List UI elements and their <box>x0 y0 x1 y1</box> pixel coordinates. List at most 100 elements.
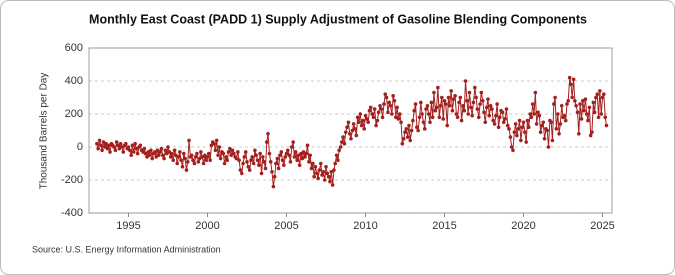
data-point <box>185 160 190 164</box>
data-point <box>229 153 234 158</box>
data-point <box>532 112 536 116</box>
data-point <box>271 184 276 189</box>
data-point <box>333 161 337 166</box>
data-point <box>458 95 463 100</box>
data-point <box>441 117 446 121</box>
data-point <box>541 120 546 125</box>
y-tick-label: 0 <box>77 141 83 153</box>
data-point <box>494 113 498 118</box>
data-point <box>196 160 201 164</box>
data-point <box>116 143 120 148</box>
data-point <box>505 123 510 128</box>
data-point <box>583 97 588 101</box>
data-point <box>408 138 413 143</box>
data-point <box>193 155 198 159</box>
data-point <box>353 127 357 131</box>
data-point <box>232 151 236 156</box>
data-point <box>588 133 593 138</box>
data-point <box>187 138 191 143</box>
x-tick-label: 2015 <box>432 220 456 232</box>
data-point <box>577 132 581 136</box>
data-point <box>470 113 474 118</box>
data-point <box>138 143 143 148</box>
data-point <box>274 161 278 166</box>
data-point <box>362 127 367 131</box>
data-point <box>261 155 265 159</box>
data-point <box>437 115 442 120</box>
data-point <box>412 108 416 113</box>
data-point <box>159 146 164 151</box>
data-point <box>533 90 538 95</box>
data-point <box>451 97 456 101</box>
data-point <box>239 171 244 176</box>
data-point <box>440 95 444 100</box>
data-point <box>113 148 118 153</box>
data-point <box>259 171 264 176</box>
data-point <box>268 160 273 164</box>
data-point <box>174 153 178 158</box>
data-point <box>473 85 477 90</box>
data-point <box>459 118 464 123</box>
data-point <box>430 115 435 120</box>
data-point <box>571 77 576 82</box>
data-point <box>129 153 133 158</box>
data-point <box>562 113 567 118</box>
data-point <box>482 110 486 115</box>
data-point <box>171 158 176 162</box>
data-point <box>133 141 137 146</box>
data-point <box>180 165 185 169</box>
y-axis-label: Thousand Barrels per Day <box>39 73 50 190</box>
data-point <box>134 146 139 151</box>
data-point <box>95 141 99 146</box>
data-point <box>461 103 465 108</box>
y-tick-label: 600 <box>65 42 83 54</box>
data-point <box>384 95 389 100</box>
data-point <box>501 120 506 125</box>
data-point <box>160 153 165 158</box>
data-point <box>573 99 577 103</box>
data-point <box>242 155 247 159</box>
data-point <box>432 90 436 95</box>
data-point <box>590 130 594 134</box>
data-point <box>367 108 372 113</box>
data-point <box>424 107 428 111</box>
data-point <box>308 153 313 158</box>
data-point <box>103 145 107 149</box>
data-point <box>584 112 589 116</box>
data-point <box>332 168 336 172</box>
data-point <box>146 150 151 154</box>
data-point <box>604 123 609 128</box>
data-point <box>552 102 556 106</box>
data-point <box>322 178 327 182</box>
data-point <box>285 148 290 153</box>
data-point <box>442 99 447 103</box>
data-point <box>313 165 318 169</box>
data-point <box>569 82 573 87</box>
data-point <box>400 141 405 146</box>
data-point <box>121 150 126 154</box>
data-point <box>388 103 393 108</box>
data-point <box>100 148 104 153</box>
data-point <box>208 158 212 162</box>
data-point <box>357 120 361 125</box>
data-point <box>163 148 168 153</box>
data-point <box>483 120 488 125</box>
data-point <box>457 100 461 105</box>
data-point <box>204 158 209 162</box>
data-point <box>601 92 606 96</box>
data-point <box>397 112 402 116</box>
data-point <box>191 158 195 162</box>
data-point <box>550 138 555 143</box>
y-tick-label: 400 <box>65 75 83 87</box>
data-point <box>246 165 251 169</box>
data-point <box>462 108 467 113</box>
data-point <box>463 79 468 83</box>
data-point <box>97 138 102 143</box>
data-point <box>549 120 553 125</box>
data-point <box>503 117 507 121</box>
data-point <box>422 127 427 131</box>
data-point <box>471 100 476 105</box>
data-point <box>195 151 199 156</box>
data-point <box>325 171 330 176</box>
data-point <box>382 102 386 106</box>
